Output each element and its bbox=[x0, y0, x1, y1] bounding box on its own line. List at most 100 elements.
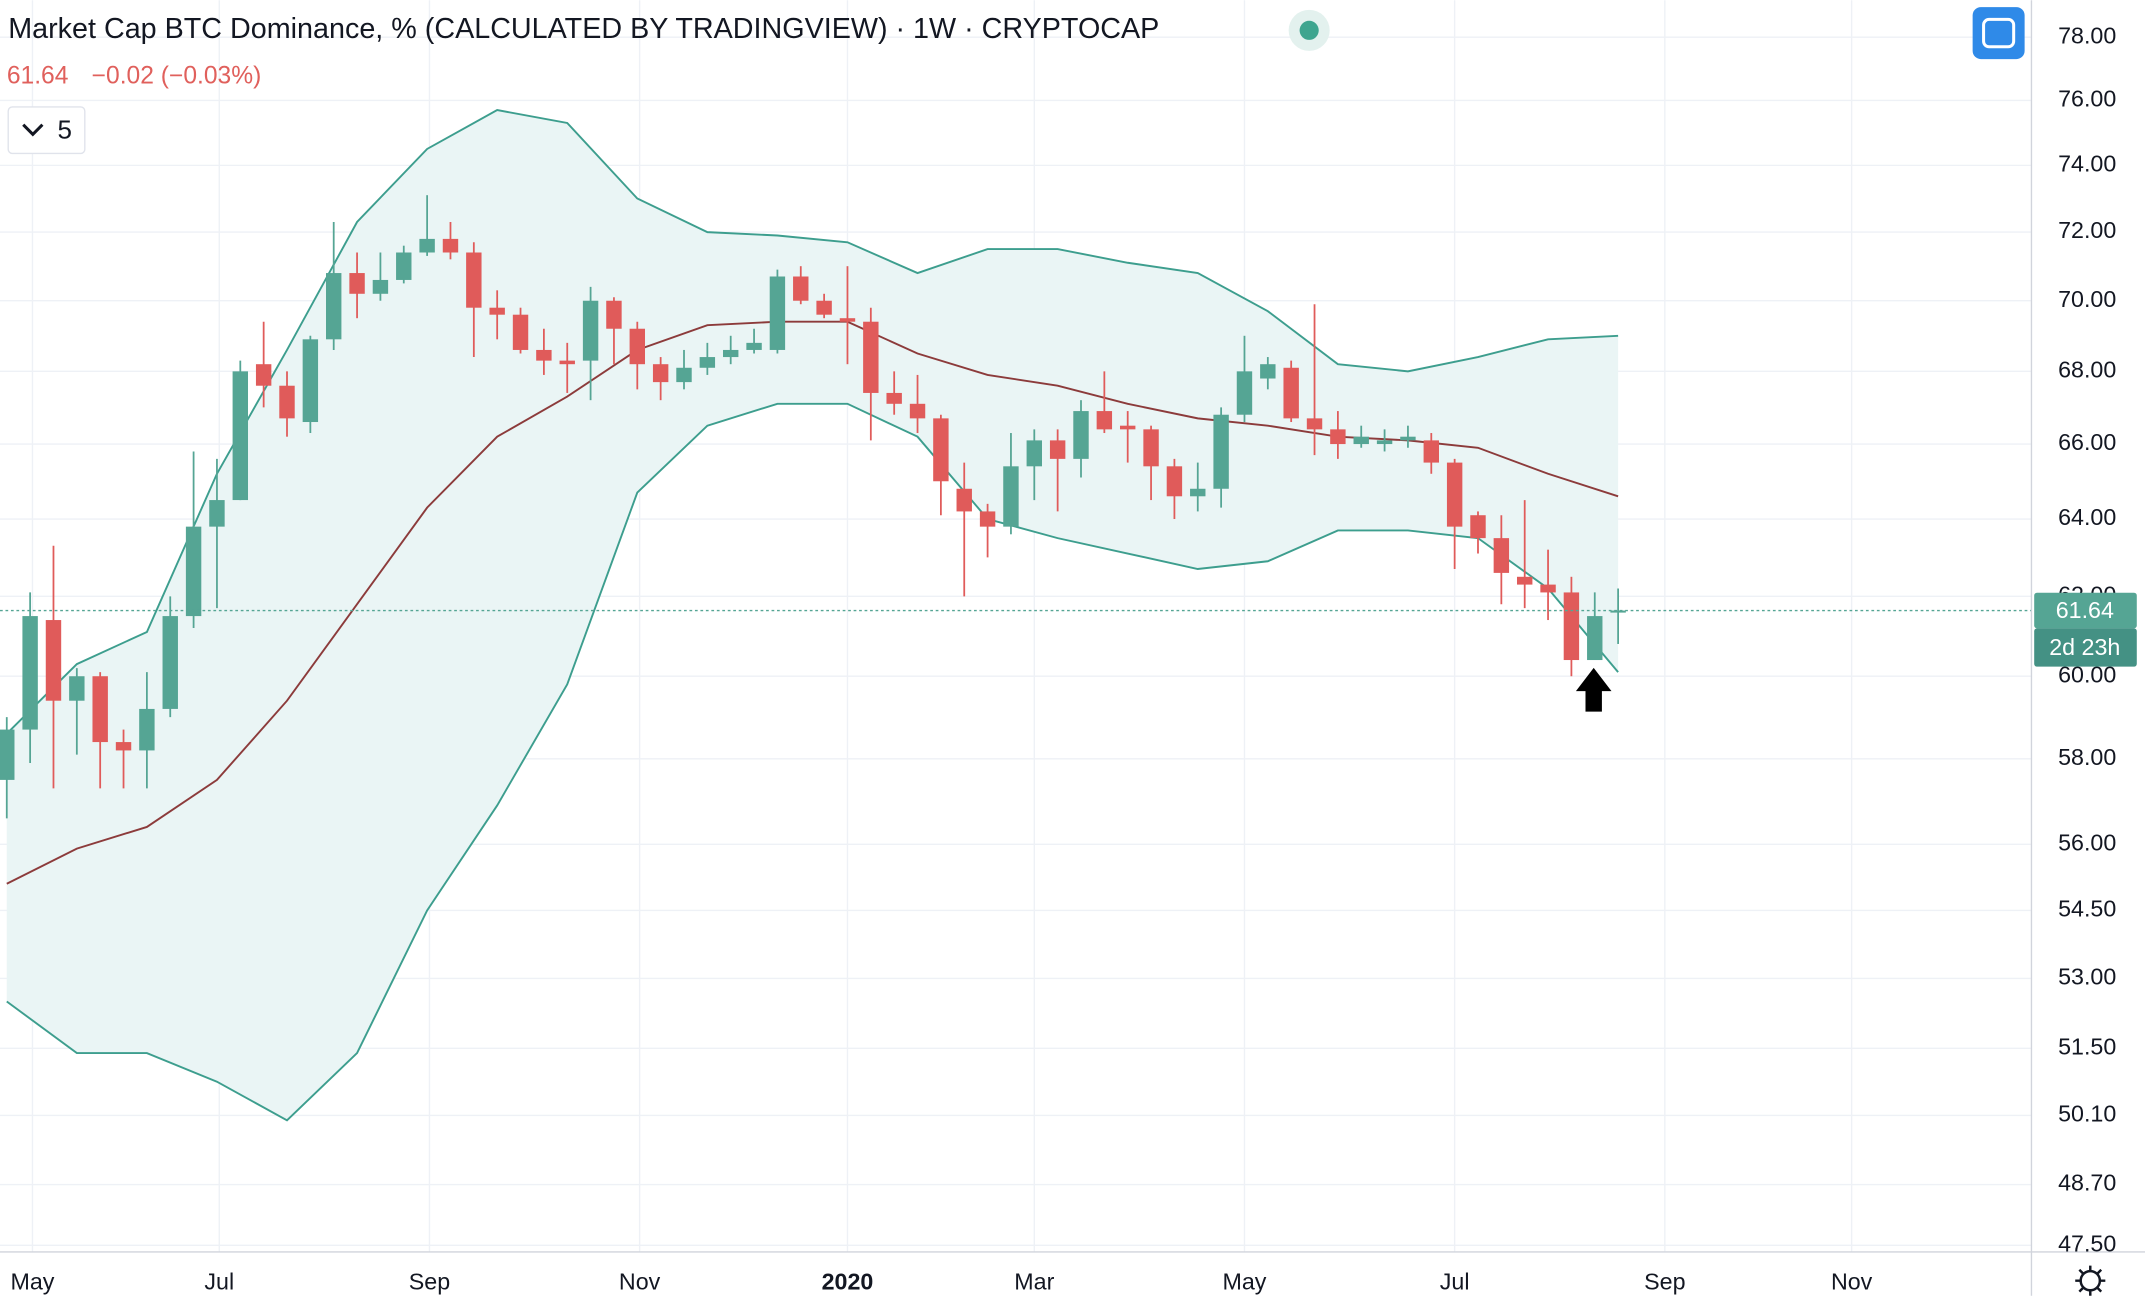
y-tick-label: 47.50 bbox=[2058, 1230, 2116, 1256]
y-tick-label: 58.00 bbox=[2058, 744, 2116, 770]
band-fill bbox=[6, 110, 1619, 1121]
candle-body bbox=[652, 364, 669, 383]
candle-body bbox=[255, 364, 272, 386]
candle-body bbox=[1003, 466, 1019, 527]
candle-body bbox=[22, 616, 38, 730]
candle-body bbox=[1213, 414, 1229, 489]
y-tick-label: 72.00 bbox=[2058, 217, 2116, 243]
y-tick-label: 50.10 bbox=[2058, 1101, 2116, 1127]
candle-body bbox=[1119, 425, 1136, 430]
candle-body bbox=[185, 526, 202, 617]
candle-body bbox=[1049, 440, 1066, 459]
candle-body bbox=[1306, 418, 1323, 430]
x-tick-label: Mar bbox=[1014, 1269, 1054, 1295]
y-tick-label: 56.00 bbox=[2058, 829, 2116, 855]
candle-body bbox=[793, 276, 809, 301]
x-tick-label: Nov bbox=[619, 1269, 661, 1295]
x-tick-label: Sep bbox=[409, 1269, 450, 1295]
candle-body bbox=[115, 742, 132, 751]
settings-button[interactable] bbox=[2075, 1265, 2106, 1296]
candle-body bbox=[1516, 576, 1533, 585]
legend-change: −0.02 (−0.03%) bbox=[92, 62, 262, 89]
candle-body bbox=[1096, 411, 1113, 430]
candle-body bbox=[1330, 429, 1346, 445]
toggle-box[interactable] bbox=[7, 106, 86, 155]
candle-body bbox=[1143, 429, 1159, 467]
candle-body bbox=[816, 300, 832, 315]
band-line bbox=[6, 320, 1619, 885]
x-tick-label: 2020 bbox=[822, 1269, 874, 1295]
candle-body bbox=[92, 676, 108, 743]
candle-body bbox=[723, 349, 739, 358]
candle-body bbox=[1587, 616, 1603, 661]
y-tick-label: 68.00 bbox=[2058, 356, 2116, 382]
candle-body bbox=[933, 418, 949, 482]
button-bg[interactable] bbox=[1972, 7, 2025, 60]
candle-body bbox=[1446, 462, 1463, 527]
y-tick-label: 78.00 bbox=[2058, 22, 2116, 48]
candle-body bbox=[466, 252, 482, 308]
indicator-toggle[interactable]: 5 bbox=[7, 106, 86, 155]
candle-body bbox=[536, 349, 552, 361]
candle-body bbox=[1236, 371, 1253, 415]
candle-body bbox=[45, 620, 62, 701]
y-tick-label: 74.00 bbox=[2058, 151, 2116, 177]
candle-body bbox=[419, 238, 435, 253]
chevron bbox=[22, 123, 44, 137]
candle-body bbox=[372, 279, 389, 294]
candle-body bbox=[1376, 440, 1393, 445]
candle-body bbox=[1190, 488, 1206, 497]
chart-title: Market Cap BTC Dominance, % (CALCULATED … bbox=[8, 13, 1159, 45]
x-tick-label: May bbox=[1223, 1269, 1267, 1295]
candle-body bbox=[769, 276, 786, 350]
gear[interactable] bbox=[2079, 1269, 2102, 1292]
candle-body bbox=[302, 339, 319, 423]
candle-body bbox=[1400, 436, 1416, 441]
y-tick-label: 51.50 bbox=[2058, 1033, 2116, 1059]
candle-body bbox=[209, 500, 225, 527]
candle-body bbox=[559, 360, 575, 365]
candle-body bbox=[699, 357, 716, 368]
legend-last-price: 61.64 bbox=[7, 62, 69, 89]
candle-body bbox=[629, 328, 646, 365]
candle-body bbox=[676, 367, 692, 383]
gear-teeth bbox=[2075, 1265, 2106, 1296]
y-tick-label: 64.00 bbox=[2058, 504, 2116, 530]
band-line bbox=[6, 109, 1619, 735]
y-tick-label: 70.00 bbox=[2058, 286, 2116, 312]
candle-body bbox=[1540, 584, 1556, 593]
candle-body bbox=[956, 488, 972, 512]
candle-body bbox=[909, 403, 926, 419]
fullscreen-button[interactable] bbox=[1972, 7, 2025, 60]
candle-body bbox=[1610, 610, 1626, 613]
candle-body bbox=[746, 342, 762, 350]
candle-body bbox=[606, 300, 622, 329]
candle-body bbox=[1470, 515, 1486, 539]
x-tick-label: May bbox=[10, 1269, 54, 1295]
last-price-label: 61.64 bbox=[2056, 597, 2114, 623]
button-icon bbox=[1982, 17, 2016, 49]
y-tick-label: 66.00 bbox=[2058, 429, 2116, 455]
candle-body bbox=[839, 318, 856, 322]
arrow-annotation bbox=[1575, 667, 1612, 712]
countdown-tag bbox=[2034, 628, 2137, 667]
candle-body bbox=[1073, 411, 1089, 459]
candle-body bbox=[139, 708, 155, 751]
y-tick-label: 48.70 bbox=[2058, 1170, 2116, 1196]
x-tick-label: Sep bbox=[1644, 1269, 1685, 1295]
candle-body bbox=[0, 729, 15, 780]
candle-body bbox=[162, 616, 178, 709]
price-labels: 61.64 2d 23h bbox=[2034, 592, 2137, 667]
axes: 78.00 76.00 74.00 72.00 70.00 68.00 66.00 64.00… bbox=[10, 22, 2116, 1294]
last-price-tag bbox=[2034, 592, 2137, 629]
candle-body bbox=[69, 676, 85, 701]
hidden-indicator-count: 5 bbox=[57, 114, 71, 144]
candle-body bbox=[979, 511, 996, 527]
status-dot bbox=[1299, 20, 1319, 40]
candle-body bbox=[1166, 466, 1183, 497]
x-tick-label: Jul bbox=[204, 1269, 234, 1295]
candle-body bbox=[349, 273, 365, 294]
candle-body bbox=[1026, 440, 1043, 467]
candle-body bbox=[489, 307, 505, 315]
